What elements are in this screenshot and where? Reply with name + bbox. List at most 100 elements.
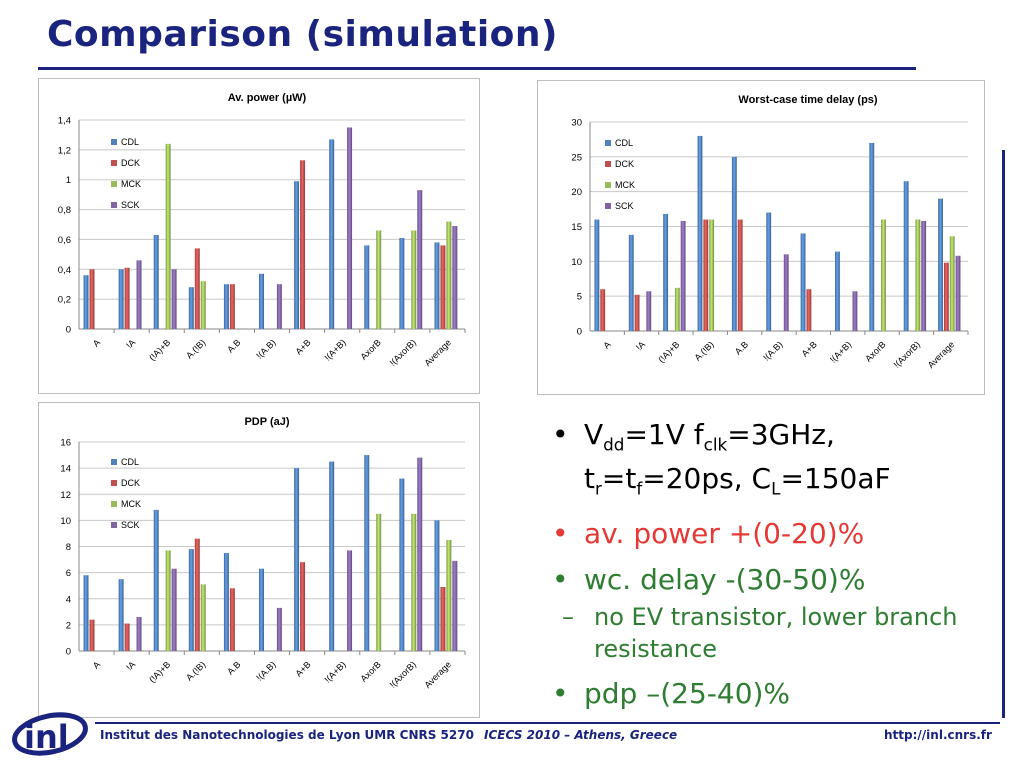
bar-cdl bbox=[118, 579, 124, 651]
bar-sck bbox=[347, 550, 353, 651]
y-tick-label: 10 bbox=[571, 257, 582, 268]
bar-cdl bbox=[399, 478, 405, 651]
chart-pdp: PDP (aJ) 0 2 4 6 8 10 12 14 16 A !A (!A)+B A.(!B) A.B!… bbox=[38, 402, 480, 718]
bar-dck bbox=[806, 289, 812, 331]
legend-swatch-sck bbox=[605, 203, 611, 209]
x-tick-label: (!A)+B bbox=[147, 659, 172, 684]
right-border-line bbox=[1002, 150, 1005, 718]
bullet-pdp: • pdp –(25-40)% bbox=[552, 677, 791, 711]
legend-swatch-cdl bbox=[111, 459, 117, 465]
bar-dck bbox=[600, 289, 606, 331]
legend-swatch-sck bbox=[111, 202, 117, 208]
x-tick-label: !(A+B) bbox=[828, 339, 853, 364]
x-tick-label: A bbox=[91, 659, 102, 670]
bar-dck bbox=[89, 619, 95, 651]
bar-cdl bbox=[188, 549, 194, 651]
bar-mck bbox=[411, 513, 417, 651]
y-tick-label: 20 bbox=[571, 187, 582, 198]
footer-rule bbox=[95, 722, 1000, 724]
x-tick-label: !(A+B) bbox=[323, 337, 348, 362]
bar-cdl bbox=[594, 219, 600, 331]
legend-swatch-sck bbox=[111, 522, 117, 528]
y-tick-label: 10 bbox=[60, 516, 71, 527]
y-tick-label: 14 bbox=[60, 464, 71, 475]
legend-swatch-mck bbox=[111, 501, 117, 507]
legend-label: CDL bbox=[615, 138, 633, 148]
bullet-wc-delay: • wc. delay -(30-50)% bbox=[552, 563, 866, 597]
bar-cdl bbox=[434, 242, 440, 329]
bar-sck bbox=[136, 617, 142, 651]
bar-sck bbox=[171, 269, 177, 329]
bar-dck bbox=[943, 262, 949, 331]
bar-cdl bbox=[83, 575, 89, 651]
y-tick-label: 1,2 bbox=[58, 145, 71, 156]
bar-cdl bbox=[259, 273, 264, 329]
bar-cdl bbox=[294, 181, 300, 329]
sub-bullet-dash: – bbox=[562, 603, 574, 632]
bar-cdl bbox=[835, 251, 840, 331]
bar-dck bbox=[194, 248, 200, 329]
x-tick-label: A.B bbox=[733, 339, 750, 356]
bar-cdl bbox=[364, 455, 370, 651]
bar-dck bbox=[300, 160, 306, 329]
bar-cdl bbox=[663, 213, 669, 331]
y-tick-label: 30 bbox=[571, 118, 582, 129]
bar-cdl bbox=[329, 139, 335, 329]
x-tick-label: A+B bbox=[800, 339, 819, 358]
x-tick-label: !(AxorB) bbox=[388, 337, 418, 367]
x-tick-label: AxorB bbox=[358, 337, 382, 361]
bar-cdl bbox=[364, 245, 370, 329]
bar-sck bbox=[452, 560, 458, 651]
bar-dck bbox=[124, 623, 130, 651]
bar-mck bbox=[446, 221, 452, 329]
chart-worst-case-delay: Worst-case time delay (ps) 0 5 10 15 20 25 30 A!… bbox=[537, 80, 985, 395]
y-tick-label: 16 bbox=[60, 438, 71, 449]
bar-cdl bbox=[188, 287, 194, 329]
bar-dck bbox=[440, 245, 446, 329]
y-tick-label: 1 bbox=[66, 175, 71, 186]
y-tick-label: 15 bbox=[571, 222, 582, 233]
bar-dck bbox=[634, 294, 640, 331]
x-tick-label: !(A.B) bbox=[254, 337, 277, 360]
bar-cdl bbox=[223, 553, 229, 651]
bar-sck bbox=[171, 568, 177, 651]
bar-mck bbox=[411, 230, 417, 329]
bar-cdl bbox=[153, 234, 159, 329]
bar-cdl bbox=[83, 275, 89, 329]
bar-dck bbox=[440, 586, 446, 651]
y-tick-label: 12 bbox=[60, 490, 71, 501]
bar-dck bbox=[194, 538, 200, 651]
bar-sck bbox=[955, 255, 961, 331]
y-tick-label: 5 bbox=[577, 292, 582, 303]
bar-mck bbox=[165, 143, 171, 329]
bar-mck bbox=[165, 550, 171, 651]
inl-logo-text: inl bbox=[24, 718, 69, 756]
bar-mck bbox=[949, 236, 955, 331]
y-tick-label: 8 bbox=[66, 542, 71, 553]
bar-cdl bbox=[766, 212, 772, 331]
x-tick-label: A.(!B) bbox=[692, 339, 715, 362]
bar-mck bbox=[674, 287, 680, 331]
y-tick-label: 1,4 bbox=[58, 116, 71, 127]
x-tick-label: !A bbox=[124, 337, 137, 350]
slide-title: Comparison (simulation) bbox=[47, 14, 558, 55]
legend-label: DCK bbox=[615, 159, 634, 169]
bar-sck bbox=[417, 190, 423, 329]
x-tick-label: Average bbox=[422, 659, 453, 690]
x-tick-label: !(AxorB) bbox=[892, 339, 922, 369]
bar-cdl bbox=[259, 568, 264, 651]
bar-cdl bbox=[628, 234, 634, 331]
legend-swatch-dck bbox=[111, 480, 117, 486]
bar-mck bbox=[200, 584, 206, 651]
bullet-dot: • bbox=[552, 563, 569, 597]
bar-cdl bbox=[697, 135, 703, 331]
bar-sck bbox=[417, 457, 423, 651]
y-tick-label: 0,2 bbox=[58, 295, 71, 306]
x-tick-label: !A bbox=[124, 659, 137, 672]
x-tick-label: A bbox=[601, 339, 612, 350]
chart-svg: Worst-case time delay (ps) 0 5 10 15 20 25 30 A!… bbox=[571, 94, 969, 370]
x-tick-label: !(A.B) bbox=[761, 339, 784, 362]
bar-sck bbox=[276, 607, 282, 651]
y-tick-label: 4 bbox=[66, 594, 71, 605]
bar-sck bbox=[680, 220, 686, 331]
